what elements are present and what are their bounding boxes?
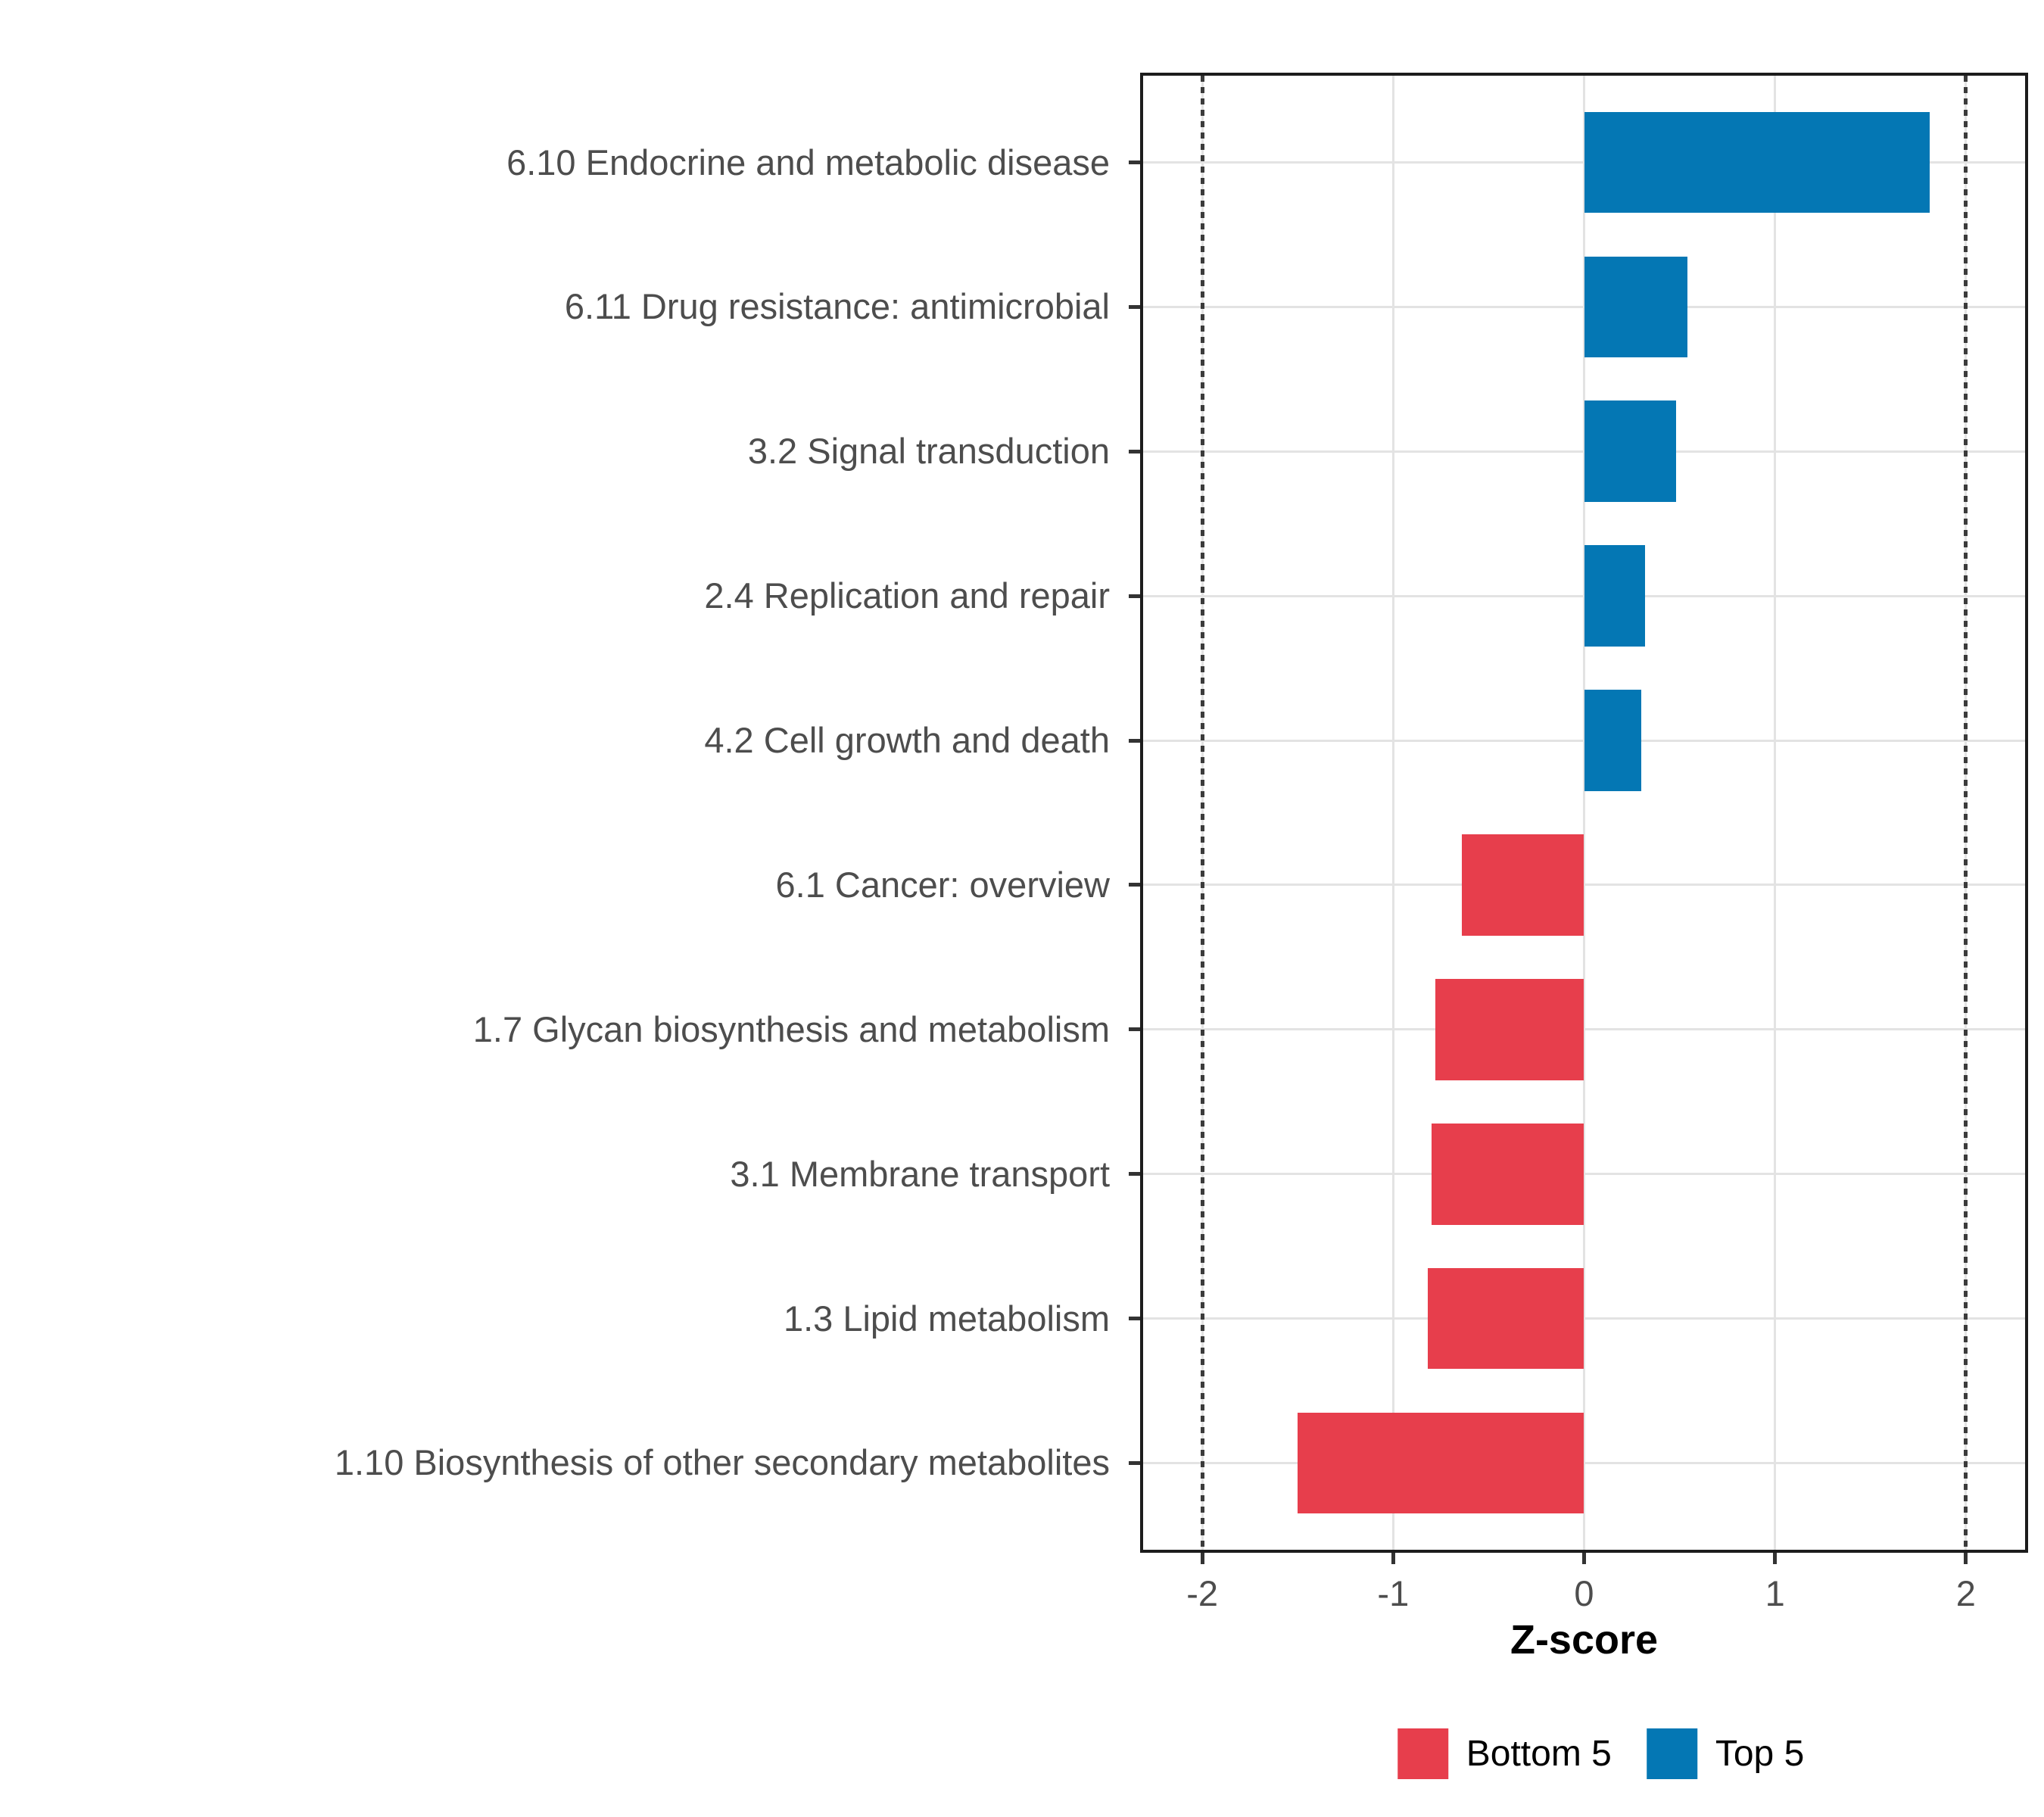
bar-bottom5: [1435, 979, 1584, 1080]
x-tick-label: 0: [1574, 1573, 1594, 1613]
y-tick-mark: [1129, 161, 1140, 165]
category-label: 3.1 Membrane transport: [730, 1153, 1110, 1194]
x-tick-mark: [1391, 1553, 1395, 1564]
category-label: 4.2 Cell growth and death: [704, 720, 1110, 761]
gridline-row: [1143, 1173, 2025, 1176]
legend-label: Top 5: [1715, 1734, 1805, 1774]
category-label: 6.1 Cancer: overview: [775, 864, 1110, 905]
y-tick-mark: [1129, 1027, 1140, 1032]
bar-top5: [1584, 111, 1930, 213]
y-tick-mark: [1129, 738, 1140, 743]
gridline-x-0: [1583, 76, 1585, 1550]
y-tick-mark: [1129, 1460, 1140, 1465]
legend-label: Bottom 5: [1466, 1734, 1612, 1774]
y-tick-mark: [1129, 883, 1140, 887]
category-label: 6.10 Endocrine and metabolic disease: [506, 142, 1110, 182]
y-tick-mark: [1129, 449, 1140, 453]
bar-bottom5: [1462, 834, 1584, 936]
y-tick-mark: [1129, 1172, 1140, 1177]
reference-line-2: [1964, 76, 1968, 1550]
gridline-x--1: [1391, 76, 1394, 1550]
gridline-row: [1143, 1461, 2025, 1464]
category-label: 1.7 Glycan biosynthesis and metabolism: [472, 1008, 1110, 1049]
reference-line--2: [1200, 76, 1204, 1550]
y-tick-mark: [1129, 594, 1140, 598]
x-tick-mark: [1773, 1553, 1778, 1564]
y-tick-mark: [1129, 1317, 1140, 1321]
bar-top5: [1584, 256, 1687, 358]
x-tick-label: -1: [1377, 1573, 1410, 1613]
legend: Bottom 5 Top 5: [1397, 1728, 1805, 1779]
x-axis-title: Z-score: [1510, 1617, 1659, 1663]
x-tick-mark: [1964, 1553, 1968, 1564]
legend-entry-bottom-5: Bottom 5: [1397, 1728, 1612, 1779]
bar-bottom5: [1431, 1123, 1584, 1225]
bar-top5: [1584, 545, 1646, 647]
x-tick-mark: [1200, 1553, 1204, 1564]
category-label: 1.10 Biosynthesis of other secondary met…: [334, 1442, 1110, 1483]
category-label: 6.11 Drug resistance: antimicrobial: [564, 286, 1110, 327]
legend-key-swatch: [1646, 1728, 1697, 1779]
bar-top5: [1584, 690, 1642, 791]
category-label: 1.3 Lipid metabolism: [783, 1298, 1110, 1339]
bar-bottom5: [1298, 1412, 1584, 1514]
bar-top5: [1584, 400, 1676, 503]
gridline-row: [1143, 1317, 2025, 1320]
legend-key-swatch: [1397, 1728, 1448, 1779]
legend-entry-top-5: Top 5: [1646, 1728, 1805, 1779]
gridline-row: [1143, 884, 2025, 887]
gridline-x-1: [1774, 76, 1777, 1550]
x-tick-label: 2: [1955, 1573, 1976, 1613]
y-tick-mark: [1129, 304, 1140, 309]
gridline-row: [1143, 1028, 2025, 1031]
category-label: 3.2 Signal transduction: [747, 431, 1110, 472]
plot-panel: [1140, 73, 2028, 1553]
bar-bottom5: [1427, 1267, 1584, 1370]
x-tick-label: -2: [1186, 1573, 1219, 1613]
category-label: 2.4 Replication and repair: [704, 575, 1110, 616]
x-tick-mark: [1582, 1553, 1586, 1564]
x-tick-label: 1: [1765, 1573, 1785, 1613]
